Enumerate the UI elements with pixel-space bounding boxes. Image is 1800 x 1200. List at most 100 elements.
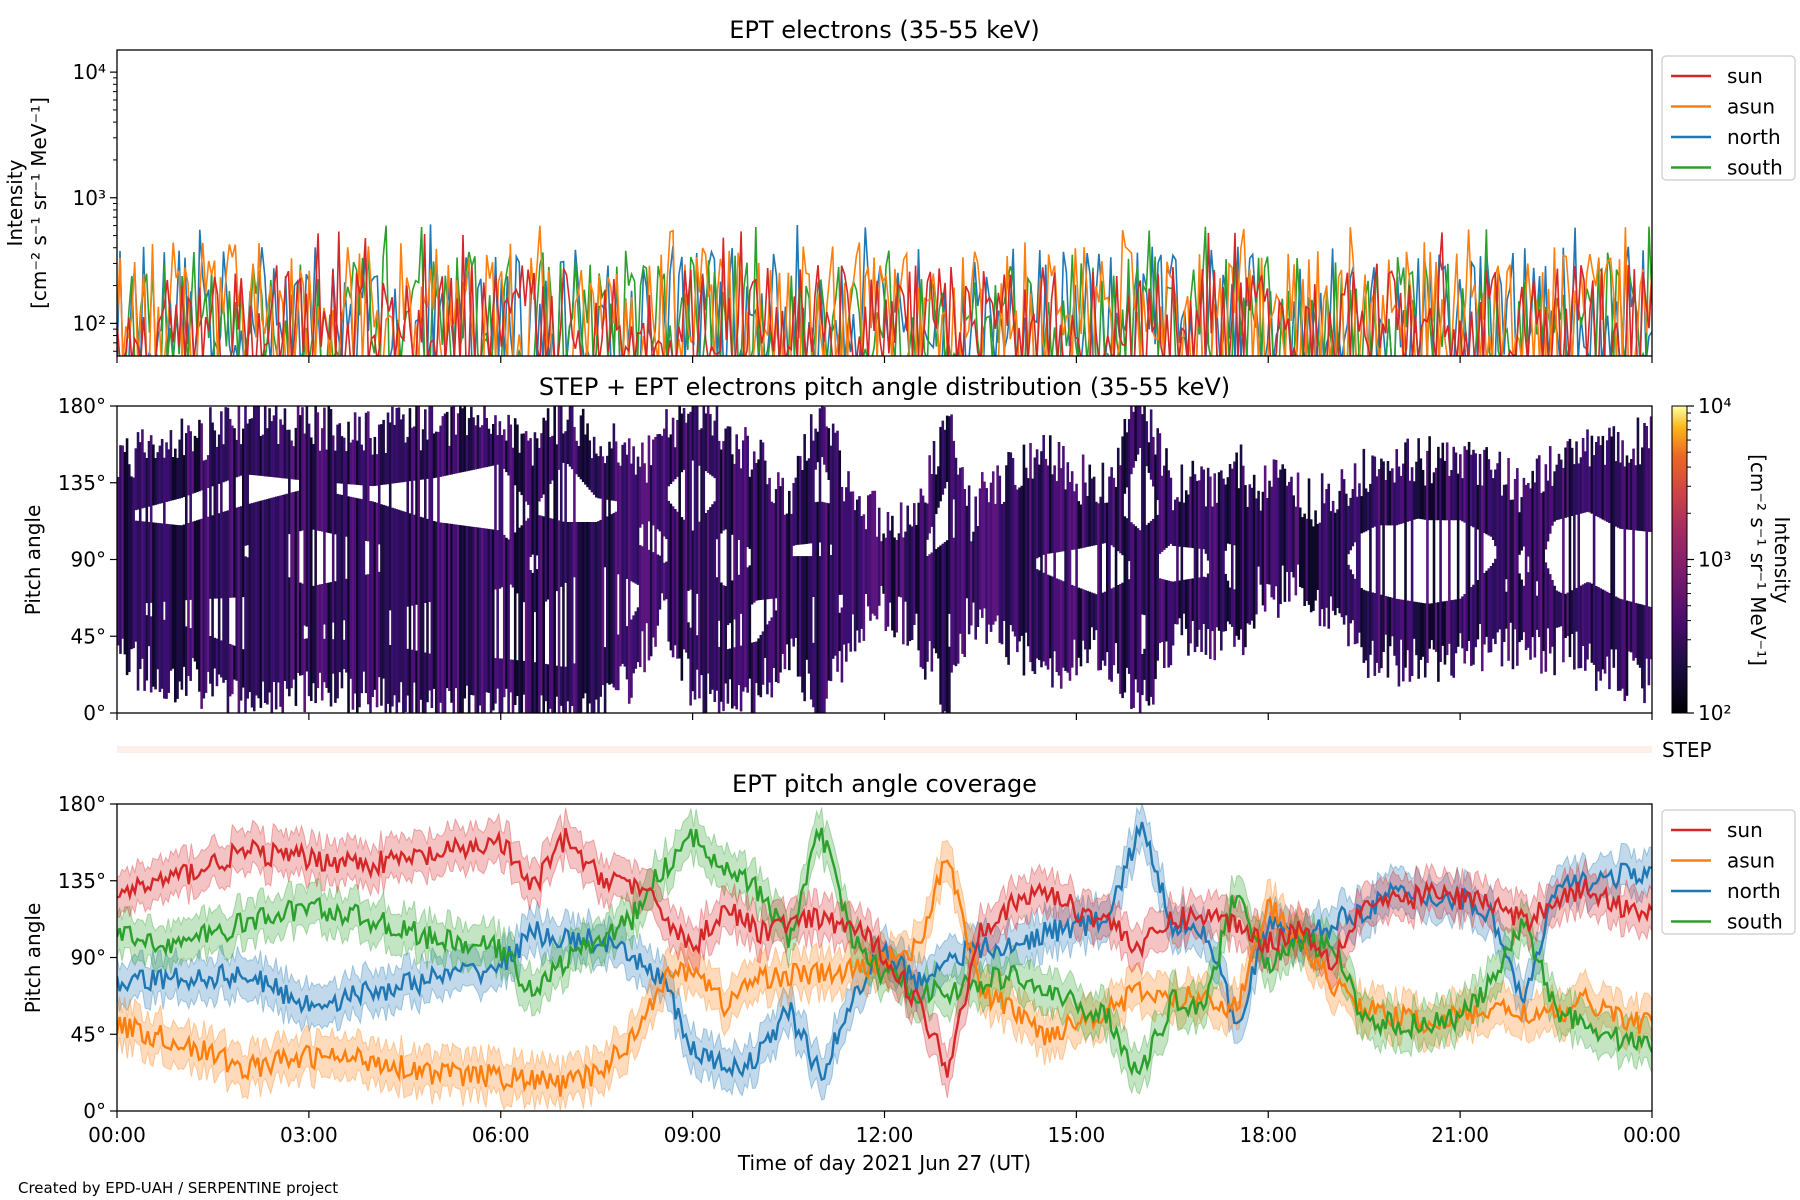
p2-heatmap-cell [491,529,495,711]
p2-heatmap-cell [570,406,574,470]
p2-heatmap-cell [206,455,210,488]
p2-heatmap-cell [1570,447,1574,516]
p2-heatmap-cell [305,406,309,627]
p1-y-tick-label: 10² [73,311,106,335]
p2-heatmap-cell [1316,523,1320,590]
p2-heatmap-cell [195,520,199,670]
p2-heatmap-cell [1062,446,1065,552]
p2-heatmap-cell [305,638,309,672]
p2-heatmap-cell [540,515,543,696]
p2-heatmap-cell [766,484,769,600]
p2-heatmap-cell [1143,648,1146,680]
p2-heatmap-cell [1415,601,1418,656]
p2-heatmap-cell [805,460,809,544]
p2-heatmap-cell [562,521,565,713]
p2-heatmap-cell [204,459,208,693]
p2-heatmap-cell [546,664,550,713]
p2-heatmap-cell [1202,469,1206,550]
p2-heatmap-cell [174,448,177,500]
p2-heatmap-cell [1557,453,1561,520]
p2-heatmap-cell [641,442,644,525]
p2-heatmap-cell [1182,579,1186,614]
p2-heatmap-cell [577,446,581,477]
p2-heatmap-cell [206,516,210,672]
p2-heatmap-cell [531,465,535,555]
p2-heatmap-cell [424,652,427,713]
p2-heatmap-cell [1369,483,1372,655]
p2-heatmap-cell [934,474,938,515]
p2-heatmap-cell [1002,501,1006,621]
p2-heatmap-cell [825,426,828,473]
p2-heatmap-cell [467,526,471,713]
p2-heatmap-cell [612,423,616,501]
p2-heatmap-cell [555,665,559,697]
p2-heatmap-cell [1581,584,1585,646]
p2-heatmap-cell [1531,470,1534,638]
p2-heatmap-cell [1112,477,1116,548]
p2-heatmap-cell [728,426,732,624]
p2-heatmap-cell [1384,480,1388,526]
p2-heatmap-cell [296,406,300,480]
p2-heatmap-cell [399,419,403,483]
p2-heatmap-cell [182,524,186,667]
p1-legend-label-sun: sun [1727,64,1763,88]
x-tick-label: 21:00 [1431,1123,1489,1147]
p2-heatmap-cell [263,406,267,477]
p2-heatmap-cell [1621,599,1624,689]
p2-heatmap-cell [325,583,328,688]
p2-heatmap-cell [1364,488,1368,532]
p2-heatmap-cell [1588,582,1591,644]
p2-heatmap-cell [193,435,197,493]
p2-heatmap-cell [669,434,673,484]
p2-heatmap-cell [1134,406,1138,462]
p2-heatmap-cell [1428,436,1431,521]
p2-heatmap-cell [1542,491,1545,652]
p2-heatmap-cell [737,449,741,540]
p2-heatmap-cell [377,424,381,545]
p2-heatmap-cell [167,524,171,693]
p2-heatmap-cell [538,515,541,713]
y-tick-label: 0° [83,1099,106,1123]
p2-heatmap-cell [1189,578,1192,644]
p2-heatmap-cell [426,518,429,703]
p2-heatmap-cell [1377,469,1381,673]
p2-heatmap-cell [184,433,188,601]
p2-heatmap-cell [538,447,541,502]
p2-heatmap-cell [1130,522,1133,709]
p3-legend: sun asun north south [1661,809,1796,935]
step-strip [117,746,1652,753]
p2-heatmap-cell [1423,485,1427,520]
p2-heatmap-cell [421,517,425,713]
p3-series-north [117,821,1652,1082]
p2-heatmap-cell [299,415,302,532]
p2-heatmap-cell [487,428,491,467]
p2-heatmap-cell [329,409,333,534]
p2-heatmap-cell [1434,467,1438,521]
p2-heatmap-cell [1474,453,1477,648]
p2-heatmap-cell [902,537,905,645]
p2-heatmap-cell [426,439,429,479]
p2-heatmap-cell [1380,458,1383,526]
p2-heatmap-cell [1303,513,1306,606]
p2-heatmap-cell [691,530,695,692]
p2-heatmap-cell [1590,583,1594,663]
p2-heatmap-cell [581,408,585,482]
p2-heatmap-cell [1178,501,1181,547]
p2-heatmap-cell [1075,483,1078,676]
colorbar-label-line2: [cm⁻² s⁻¹ sr⁻¹ MeV⁻¹] [1746,454,1770,666]
p2-heatmap-cell [750,469,754,605]
p2-heatmap-cell [1079,588,1083,667]
p2-heatmap-cell [557,406,561,470]
p2-heatmap-cell [1564,447,1567,518]
p1-legend-frame [1661,55,1796,181]
p2-heatmap-cell [509,424,513,585]
p2-heatmap-cell [200,518,203,709]
p2-heatmap-cell [684,422,688,653]
colorbar [1671,405,1688,714]
p2-heatmap-cell [1077,587,1081,658]
p2-heatmap-cell [568,522,572,713]
p2-heatmap-cell [415,406,418,605]
p2-heatmap-cell [198,519,201,692]
p2-heatmap-cell [1393,482,1396,656]
p2-heatmap-cell [713,501,717,702]
